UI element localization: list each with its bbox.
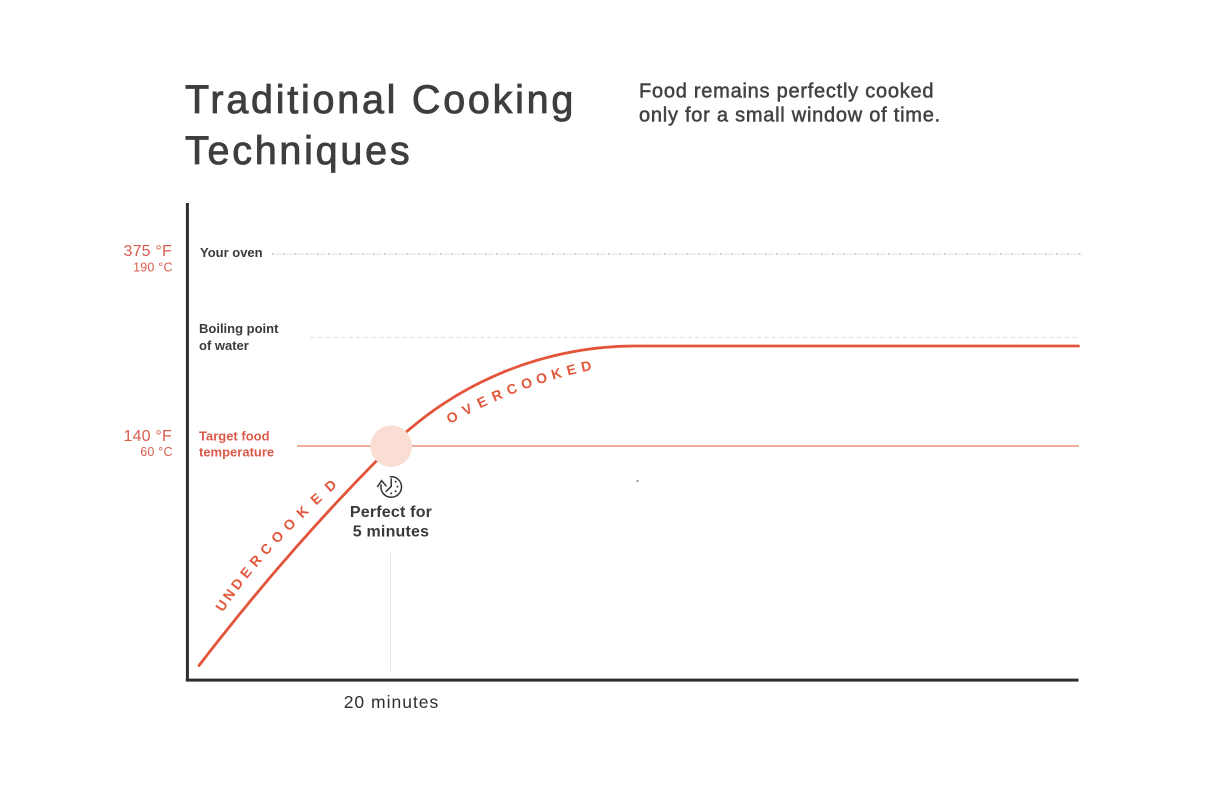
svg-text:E: E	[565, 361, 578, 379]
svg-text:C: C	[504, 380, 519, 399]
svg-text:375 °F: 375 °F	[123, 243, 172, 260]
svg-text:60 °C: 60 °C	[140, 445, 172, 459]
svg-text:V: V	[459, 400, 475, 419]
svg-text:190 °C: 190 °C	[133, 261, 173, 275]
svg-text:20 minutes: 20 minutes	[344, 692, 440, 712]
svg-text:E: E	[237, 564, 255, 581]
svg-text:Target food: Target food	[199, 429, 270, 444]
svg-text:K: K	[293, 502, 311, 521]
svg-text:O: O	[280, 515, 299, 534]
svg-text:Boiling point: Boiling point	[199, 321, 279, 336]
svg-text:O: O	[534, 369, 549, 388]
svg-text:E: E	[474, 393, 489, 411]
svg-text:O: O	[444, 407, 461, 426]
svg-text:O: O	[268, 527, 287, 546]
svg-text:C: C	[257, 540, 276, 558]
svg-text:O: O	[519, 374, 535, 393]
svg-text:Perfect for: Perfect for	[350, 504, 432, 521]
svg-text:temperature: temperature	[199, 445, 274, 460]
svg-text:only for a small window of tim: only for a small window of time.	[639, 105, 941, 127]
svg-text:of water: of water	[199, 338, 249, 353]
svg-text:R: R	[246, 552, 265, 570]
svg-text:E: E	[307, 490, 325, 508]
svg-text:Traditional Cooking: Traditional Cooking	[185, 78, 576, 122]
svg-text:Techniques: Techniques	[185, 129, 412, 173]
svg-text:D: D	[580, 357, 593, 375]
svg-text:K: K	[549, 364, 563, 382]
svg-text:140 °F: 140 °F	[123, 428, 172, 445]
svg-text:Food remains perfectly cooked: Food remains perfectly cooked	[639, 81, 934, 103]
svg-text:Your oven: Your oven	[200, 245, 263, 260]
svg-text:R: R	[489, 386, 505, 405]
svg-text:D: D	[321, 476, 339, 495]
svg-text:5 minutes: 5 minutes	[353, 524, 430, 541]
